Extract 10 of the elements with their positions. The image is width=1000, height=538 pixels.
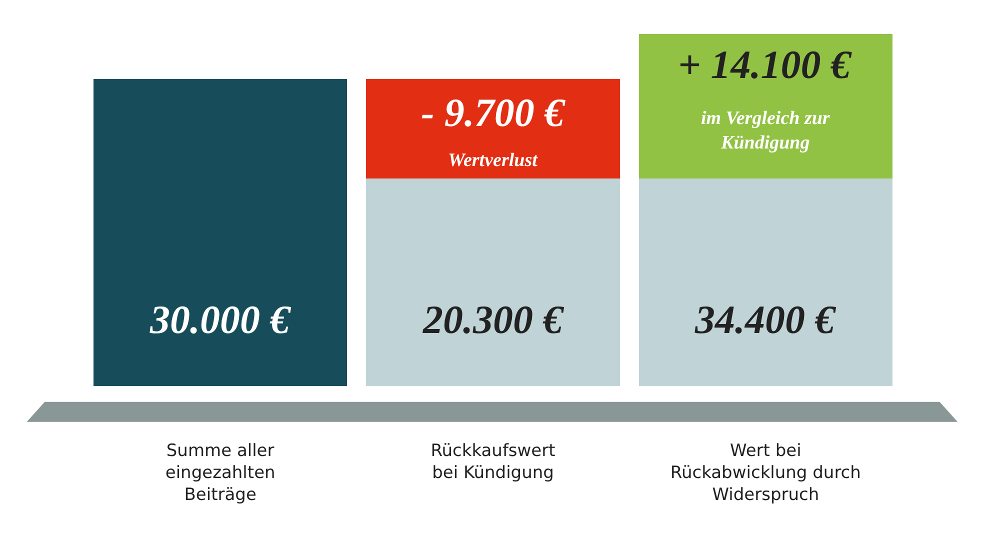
annotation: 34.400 € [694,297,837,342]
data-label: 20.300 € [422,297,565,342]
x-tick-label: Rückkaufswert bei Kündigung [430,441,556,484]
x-tick-label: Wert bei Rückabwicklung durch Widerspruch [670,441,861,506]
annotation: - 9.700 € [421,90,566,135]
annotation: im Vergleich zur Kündigung [701,108,830,154]
data-label: 30.000 € [149,297,292,342]
data-label: + 14.100 € [678,42,853,87]
annotation: Wertverlust [448,150,538,171]
x-tick-label: Summe aller eingezahlten Beiträge [165,441,276,506]
